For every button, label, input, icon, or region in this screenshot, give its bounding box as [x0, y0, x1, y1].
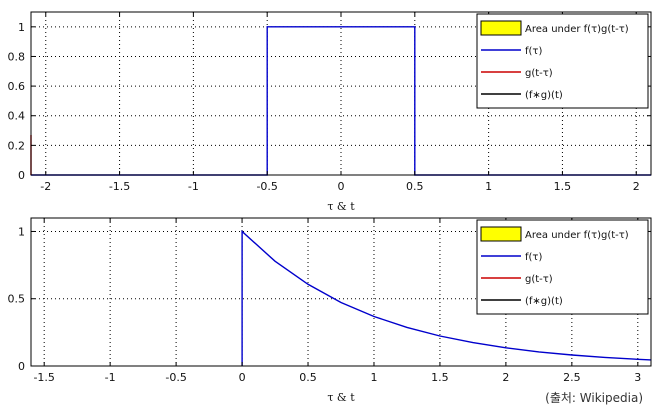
legend: Area under f(τ)g(t-τ) f(τ) g(t-τ) (f∗g)(t) — [476, 219, 649, 315]
source-note: (출처: Wikipedia) — [545, 391, 643, 405]
x-tick-label: 1 — [485, 180, 492, 193]
x-axis-label: τ & t — [327, 391, 355, 404]
x-tick-label: 2 — [502, 371, 509, 384]
y-tick-label: 0.6 — [8, 80, 26, 93]
y-tick-label: 0 — [18, 360, 25, 373]
y-tick-label: 0.4 — [8, 110, 26, 123]
y-tick-label: 0.5 — [8, 293, 26, 306]
x-tick-label: 1.5 — [431, 371, 449, 384]
x-tick-label: 2.5 — [563, 371, 581, 384]
x-tick-label: -1 — [105, 371, 116, 384]
x-tick-label: 0.5 — [299, 371, 317, 384]
legend-label: Area under f(τ)g(t-τ) — [525, 230, 629, 241]
x-tick-label: -1 — [188, 180, 199, 193]
x-tick-label: -1.5 — [109, 180, 130, 193]
series-line-f(τ) — [241, 229, 652, 366]
x-tick-label: -1.5 — [33, 371, 54, 384]
x-axis-label: τ & t — [327, 200, 355, 213]
x-tick-label: 1.5 — [554, 180, 572, 193]
legend: Area under f(τ)g(t-τ) f(τ) g(t-τ) (f∗g)(t) — [476, 13, 649, 109]
legend-label: g(t-τ) — [525, 274, 553, 285]
x-tick-label: 0 — [239, 371, 246, 384]
legend-label: f(τ) — [525, 46, 542, 57]
legend-label: Area under f(τ)g(t-τ) — [525, 24, 629, 35]
bottom-plot: -1.5 -1 -0.5 0 0.5 1 1.5 2 2.5 3 0 0.5 1 τ & t Area un… — [8, 217, 652, 404]
legend-label: g(t-τ) — [525, 68, 553, 79]
y-tick-label: 1 — [18, 225, 25, 238]
x-tick-label: 3 — [634, 371, 641, 384]
x-tick-label: -2 — [40, 180, 51, 193]
y-tick-label: 1 — [18, 21, 25, 34]
y-tick-label: 0.2 — [8, 139, 26, 152]
x-tick-label: 0 — [338, 180, 345, 193]
y-tick-label: 0 — [18, 169, 25, 182]
legend-swatch — [480, 20, 522, 36]
x-tick-label: 0.5 — [406, 180, 424, 193]
x-tick-label: -0.5 — [165, 371, 186, 384]
x-tick-label: 1 — [370, 371, 377, 384]
legend-swatch — [480, 226, 522, 242]
legend-label: (f∗g)(t) — [525, 296, 563, 307]
x-tick-label: 2 — [633, 180, 640, 193]
legend-label: f(τ) — [525, 252, 542, 263]
top-plot: -2 -1.5 -1 -0.5 0 0.5 1 1.5 2 0 0.2 0.4 0.6 0.8 1 τ & t… — [8, 11, 652, 213]
axes-box — [30, 217, 652, 367]
legend-label: (f∗g)(t) — [525, 90, 563, 101]
y-tick-label: 0.8 — [8, 50, 26, 63]
x-tick-label: -0.5 — [256, 180, 277, 193]
